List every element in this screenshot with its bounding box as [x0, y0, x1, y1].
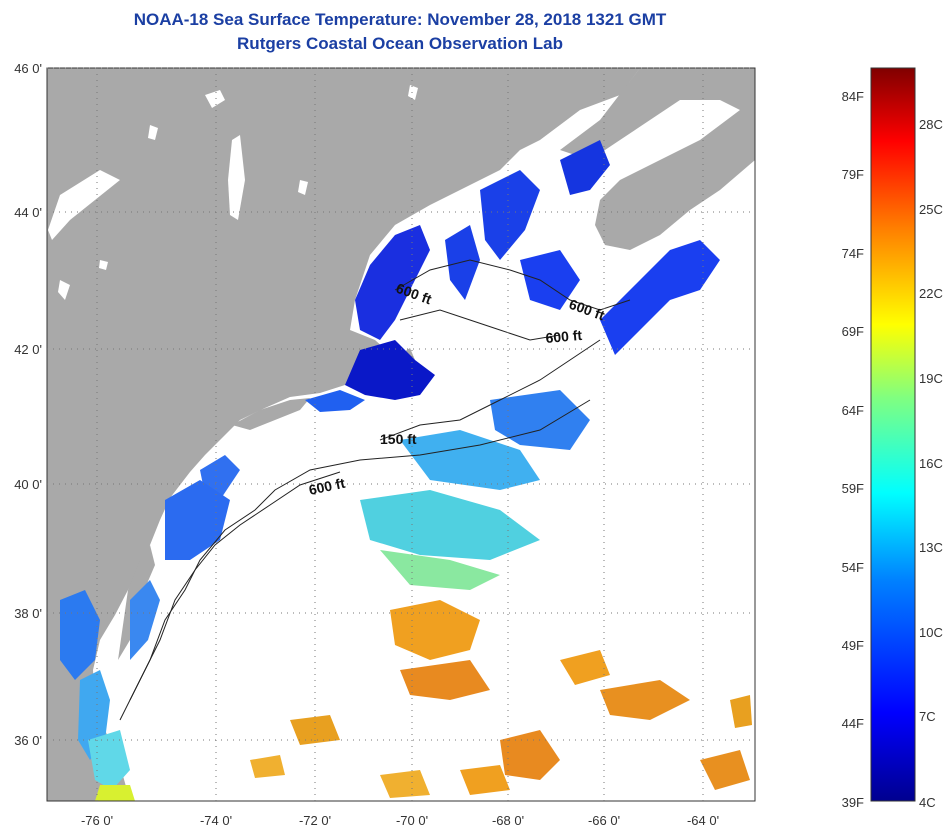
lakes — [48, 85, 418, 300]
colorbar-c-label: 13C — [919, 540, 943, 555]
colorbar-c-label: 19C — [919, 371, 943, 386]
lat-tick-label: 42 0' — [14, 342, 42, 357]
latitude-labels: 46 0' 44 0' 42 0' 40 0' 38 0' 36 0' — [14, 61, 42, 748]
land-nova-scotia — [560, 68, 755, 250]
colorbar-f-label: 84F — [842, 89, 864, 104]
lat-tick-label: 40 0' — [14, 477, 42, 492]
land-mainland — [47, 68, 640, 801]
colorbar-c-label: 7C — [919, 709, 936, 724]
lon-tick-label: -64 0' — [687, 813, 719, 828]
colorbar-f-label: 39F — [842, 795, 864, 810]
contour-label-4: 150 ft — [380, 431, 417, 447]
land-long-island — [232, 398, 310, 430]
colorbar-f-label: 79F — [842, 167, 864, 182]
lat-tick-label: 36 0' — [14, 733, 42, 748]
lon-tick-label: -72 0' — [299, 813, 331, 828]
colorbar-f-label: 44F — [842, 716, 864, 731]
map-subtitle: Rutgers Coastal Ocean Observation Lab — [237, 34, 563, 53]
colorbar-f-label: 69F — [842, 324, 864, 339]
lon-tick-label: -70 0' — [396, 813, 428, 828]
graticule — [47, 67, 755, 801]
colorbar-f-label: 64F — [842, 403, 864, 418]
colorbar-f-label: 74F — [842, 246, 864, 261]
colorbar-f-label: 59F — [842, 481, 864, 496]
colorbar-fahrenheit-labels: 84F 79F 74F 69F 64F 59F 54F 49F 44F 39F — [842, 89, 864, 810]
lon-tick-label: -76 0' — [81, 813, 113, 828]
colorbar-c-label: 25C — [919, 202, 943, 217]
colorbar-c-label: 22C — [919, 286, 943, 301]
lat-tick-label: 38 0' — [14, 606, 42, 621]
longitude-labels: -76 0' -74 0' -72 0' -70 0' -68 0' -66 0' -64 … — [81, 813, 719, 828]
lon-tick-label: -74 0' — [200, 813, 232, 828]
colorbar-f-label: 54F — [842, 560, 864, 575]
colorbar-celsius-labels: 28C 25C 22C 19C 16C 13C 10C 7C 4C — [919, 117, 943, 810]
lat-tick-label: 46 0' — [14, 61, 42, 76]
contour-label-5: 600 ft — [307, 475, 346, 498]
colorbar-c-label: 4C — [919, 795, 936, 810]
contour-label-3: 600 ft — [545, 327, 583, 346]
colorbar-c-label: 10C — [919, 625, 943, 640]
map-area — [47, 68, 755, 801]
sst-scattered-patches — [250, 390, 752, 798]
bathymetry-contours — [119, 259, 631, 721]
map-title: NOAA-18 Sea Surface Temperature: Novembe… — [133, 10, 667, 29]
colorbar-f-label: 49F — [842, 638, 864, 653]
colorbar — [870, 67, 916, 802]
colorbar-c-label: 28C — [919, 117, 943, 132]
lat-tick-label: 44 0' — [14, 205, 42, 220]
lon-tick-label: -68 0' — [492, 813, 524, 828]
lon-tick-label: -66 0' — [588, 813, 620, 828]
colorbar-c-label: 16C — [919, 456, 943, 471]
